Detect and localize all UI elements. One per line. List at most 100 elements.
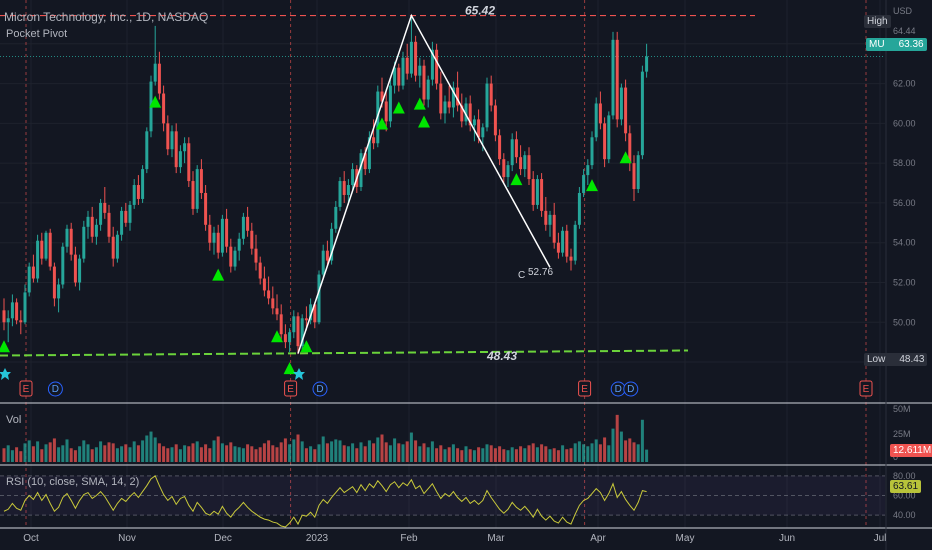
candle-body <box>351 169 355 186</box>
volume-bar <box>603 437 607 462</box>
candle-body <box>628 133 632 164</box>
volume-bar <box>481 448 485 462</box>
volume-bar <box>199 447 203 462</box>
candle-body <box>241 216 245 239</box>
volume-bar <box>6 445 10 462</box>
volume-bar <box>162 446 166 462</box>
symbol-title[interactable]: Micron Technology, Inc., 1D, NASDAQ <box>4 10 209 24</box>
price-tick-label: 52.00 <box>893 277 916 287</box>
volume-bar <box>296 434 300 462</box>
candle-body <box>401 57 405 86</box>
candle-body <box>78 258 82 283</box>
candle-body <box>418 65 422 76</box>
volume-bar <box>82 440 86 462</box>
volume-bar <box>31 446 35 462</box>
candle-body <box>619 87 623 120</box>
volume-label[interactable]: Vol <box>6 414 22 426</box>
volume-bar <box>195 441 199 462</box>
ticker-label: MU <box>869 39 885 50</box>
candle-body <box>615 39 619 120</box>
candle-body <box>90 216 94 237</box>
volume-bar <box>229 442 233 462</box>
last-price-tag: MU 63.36 <box>866 38 927 51</box>
volume-bar <box>451 444 455 462</box>
volume-bar <box>485 444 489 462</box>
candle-body <box>548 214 552 225</box>
candle-body <box>594 103 598 138</box>
candle-body <box>48 232 52 267</box>
candle-body <box>313 304 317 323</box>
rsi-current-tag: 63.61 <box>890 480 922 493</box>
candle-body <box>145 131 149 170</box>
low-price-tag: Low 48.43 <box>864 353 928 366</box>
volume-bar <box>52 438 56 462</box>
candle-body <box>31 266 35 279</box>
candle-body <box>607 115 611 160</box>
volume-bar <box>48 442 52 462</box>
time-tick-label: Jul <box>874 533 887 544</box>
candle-body <box>447 101 451 108</box>
volume-bar <box>124 444 128 462</box>
time-tick-label: Nov <box>118 533 136 544</box>
volume-bar <box>78 446 82 462</box>
volume-bar <box>498 446 502 462</box>
volume-bar <box>573 443 577 462</box>
pocket-pivot-triangle <box>0 340 10 353</box>
volume-bar <box>556 450 560 462</box>
candle-body <box>162 93 166 124</box>
candle-body <box>556 242 560 253</box>
pocket-pivot-triangle <box>619 151 632 164</box>
indicator-label[interactable]: Pocket Pivot <box>6 28 68 40</box>
candle-body <box>111 236 115 259</box>
volume-bar <box>405 441 409 462</box>
volume-bar <box>519 446 523 462</box>
level-lines <box>0 14 885 357</box>
high-price-tag: High <box>864 15 891 28</box>
volume-bar <box>346 446 350 462</box>
time-tick-label: Feb <box>400 533 418 544</box>
candle-body <box>271 298 275 309</box>
volume-bar <box>472 450 476 462</box>
candle-body <box>519 157 523 170</box>
volume-bar <box>90 449 94 462</box>
candle-body <box>451 87 455 108</box>
candle-body <box>61 246 65 285</box>
candle-body <box>86 216 90 227</box>
dividend-marker <box>623 381 639 397</box>
pivot-c-value: 52.76 <box>528 267 553 278</box>
high-tag-label: High <box>867 16 888 27</box>
volume-bar <box>128 447 132 462</box>
volume-bar <box>107 442 111 462</box>
candle-body <box>330 228 334 261</box>
volume-bar <box>141 440 145 462</box>
pocket-pivot-markers <box>0 95 632 375</box>
volume-bar <box>489 445 493 462</box>
volume-bar <box>565 449 569 462</box>
volume-bar <box>384 442 388 462</box>
time-tick-label: Apr <box>590 533 606 544</box>
volume-bar <box>94 447 98 462</box>
volume-bar <box>435 448 439 462</box>
candle-body <box>565 230 569 257</box>
volume-bar <box>178 449 182 462</box>
candle-body <box>632 163 636 190</box>
rsi-tick-label: 80.00 <box>893 471 916 481</box>
candle-body <box>397 67 401 86</box>
candle-body <box>359 153 363 188</box>
candle-body <box>531 179 535 205</box>
candle-body <box>141 169 145 199</box>
candle-body <box>380 91 384 102</box>
rsi-label[interactable]: RSI (10, close, SMA, 14, 2) <box>6 476 140 488</box>
volume-bar <box>103 445 107 462</box>
candle-body <box>409 41 413 74</box>
candle-body <box>128 204 132 223</box>
candle-body <box>166 123 170 150</box>
volume-bar <box>313 449 317 462</box>
volume-bar <box>422 443 426 462</box>
candle-body <box>10 302 14 319</box>
time-tick-label: Mar <box>487 533 505 544</box>
volume-bar <box>120 446 124 462</box>
candle-body <box>103 202 107 213</box>
candle-body <box>237 238 241 251</box>
